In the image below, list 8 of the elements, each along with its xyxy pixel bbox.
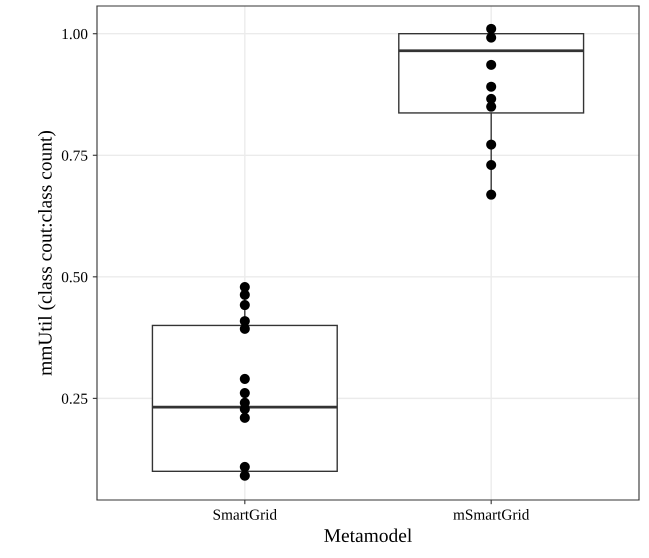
y-tick-label: 0.25 — [62, 394, 88, 404]
y-tick-label: 0.75 — [62, 150, 88, 161]
x-tick-label: SmartGrid — [214, 509, 277, 520]
x-tick-label: mSmartGrid — [453, 509, 530, 520]
y-tick-label: 1.00 — [62, 28, 88, 40]
y-tick-label: 0.50 — [62, 272, 88, 282]
y-axis-title: mmUtil (class cout:class count) — [38, 131, 56, 376]
x-axis-title: Metamodel — [324, 528, 412, 542]
